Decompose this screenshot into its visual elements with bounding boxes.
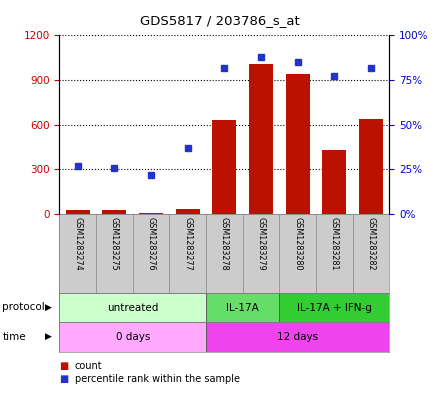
Bar [176, 209, 200, 214]
Bar [139, 213, 163, 214]
Text: protocol: protocol [2, 302, 45, 312]
Text: ▶: ▶ [45, 303, 52, 312]
Bar [59, 322, 206, 352]
Bar [59, 293, 206, 322]
Text: ▶: ▶ [45, 332, 52, 341]
Text: GSM1283274: GSM1283274 [73, 217, 82, 270]
Text: 0 days: 0 days [116, 332, 150, 342]
Text: IL-17A: IL-17A [226, 303, 259, 312]
Text: GSM1283279: GSM1283279 [257, 217, 266, 270]
Text: GSM1283275: GSM1283275 [110, 217, 119, 270]
Bar [169, 214, 206, 293]
Bar [243, 214, 279, 293]
Text: 12 days: 12 days [277, 332, 318, 342]
Text: GSM1283277: GSM1283277 [183, 217, 192, 270]
Text: ■: ■ [59, 361, 69, 371]
Bar [279, 293, 389, 322]
Bar [206, 214, 243, 293]
Bar [66, 210, 90, 214]
Text: GDS5817 / 203786_s_at: GDS5817 / 203786_s_at [140, 14, 300, 27]
Bar [353, 214, 389, 293]
Bar [286, 74, 310, 214]
Text: time: time [2, 332, 26, 342]
Text: GSM1283278: GSM1283278 [220, 217, 229, 270]
Text: percentile rank within the sample: percentile rank within the sample [75, 374, 240, 384]
Bar [359, 119, 383, 214]
Bar [279, 214, 316, 293]
Text: GSM1283280: GSM1283280 [293, 217, 302, 270]
Text: count: count [75, 361, 103, 371]
Bar [249, 64, 273, 214]
Bar [103, 210, 126, 214]
Text: GSM1283282: GSM1283282 [367, 217, 376, 270]
Text: untreated: untreated [107, 303, 158, 312]
Bar [206, 293, 279, 322]
Bar [133, 214, 169, 293]
Bar [316, 214, 353, 293]
Bar [323, 150, 346, 214]
Bar [96, 214, 133, 293]
Bar [206, 322, 389, 352]
Bar [213, 120, 236, 214]
Text: GSM1283281: GSM1283281 [330, 217, 339, 270]
Text: GSM1283276: GSM1283276 [147, 217, 156, 270]
Text: ■: ■ [59, 374, 69, 384]
Bar [59, 214, 96, 293]
Text: IL-17A + IFN-g: IL-17A + IFN-g [297, 303, 372, 312]
